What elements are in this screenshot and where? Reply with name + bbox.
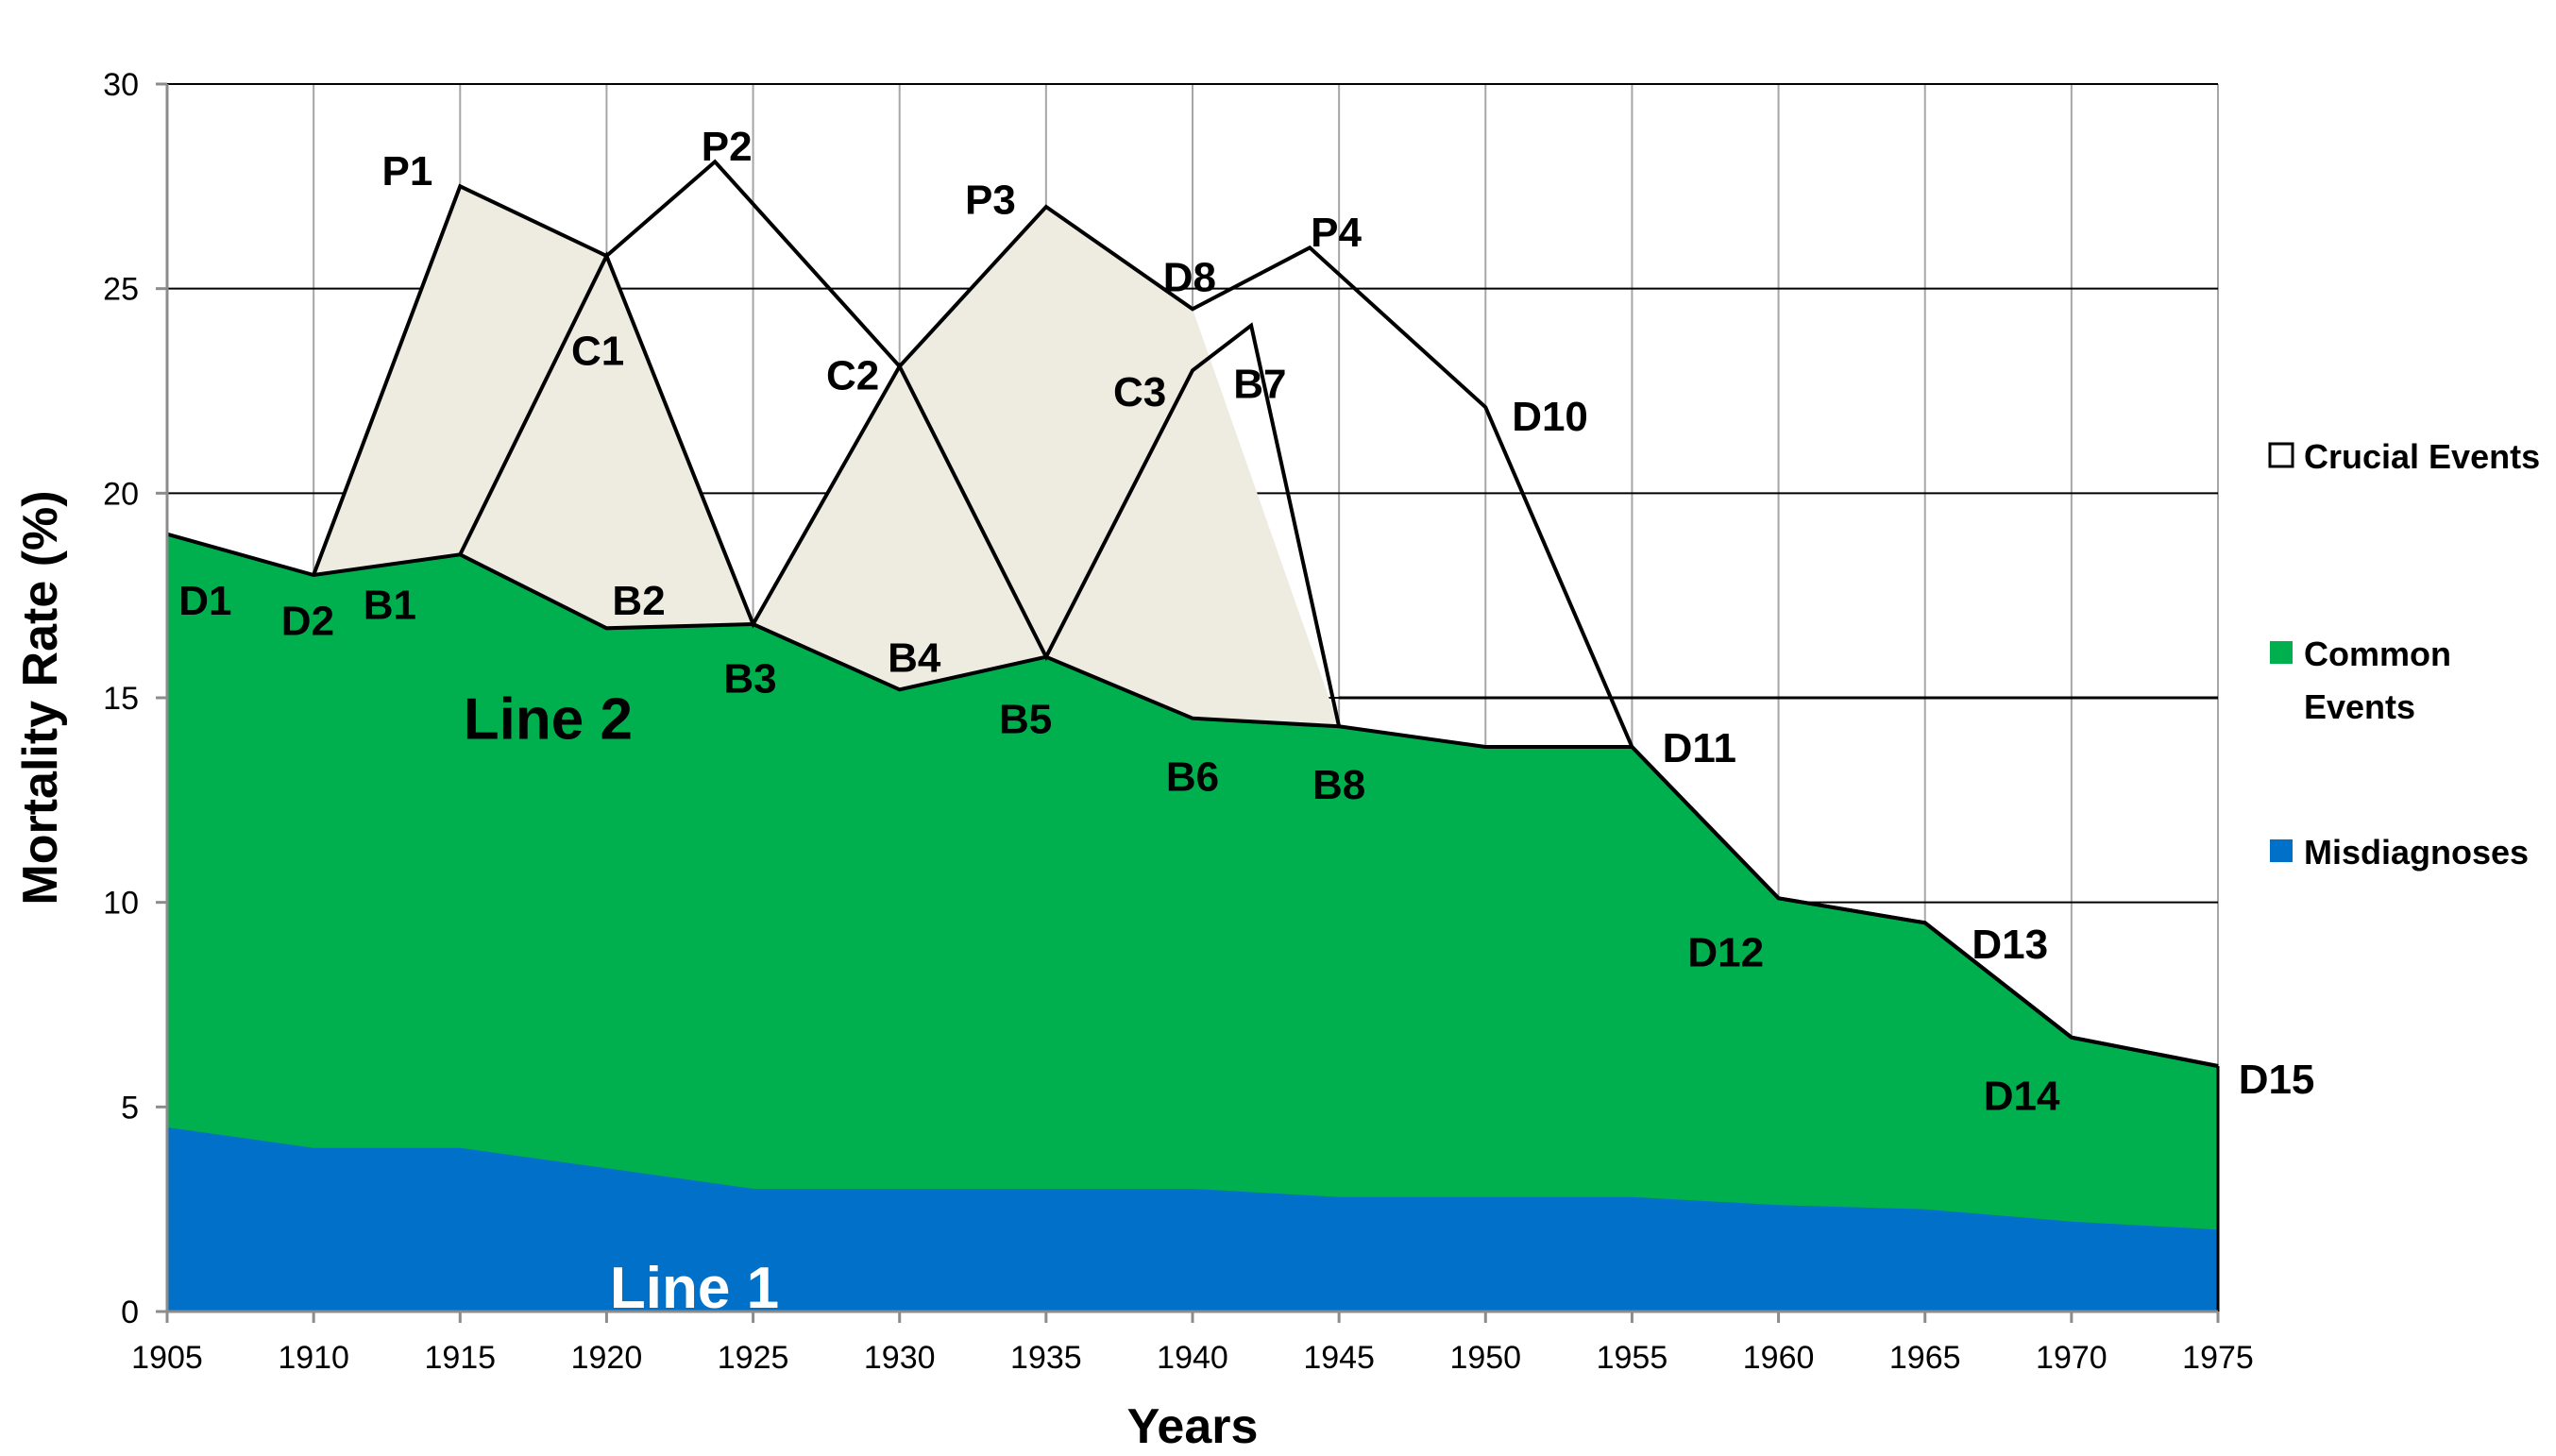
legend: Crucial Events Common Events Misdiagnoses — [2268, 437, 2540, 872]
point-label-B1: B1 — [364, 582, 416, 628]
x-tick-label-1955: 1955 — [1597, 1340, 1668, 1376]
x-tick-label-1905: 1905 — [131, 1340, 203, 1376]
legend-label-common-events-line1: Common — [2304, 635, 2451, 673]
y-tick-label-10: 10 — [103, 886, 139, 922]
point-label-D15: D15 — [2239, 1057, 2315, 1103]
x-tick-label-1940: 1940 — [1157, 1340, 1228, 1376]
x-tick-label-1935: 1935 — [1010, 1340, 1082, 1376]
y-tick-label-30: 30 — [103, 67, 139, 103]
point-label-D13: D13 — [1972, 922, 2048, 968]
area-misdiagnoses — [167, 1127, 2218, 1312]
x-tick-label-1925: 1925 — [718, 1340, 789, 1376]
y-tick-label-20: 20 — [103, 476, 139, 512]
point-label-B6: B6 — [1166, 753, 1219, 800]
point-label-P3: P3 — [965, 177, 1016, 223]
point-label-P1: P1 — [382, 148, 433, 195]
y-axis-title: Mortality Rate (%) — [13, 490, 68, 905]
tick-labels: 1905 1910 1915 1920 1925 1930 1935 1940 1945 1950… — [103, 67, 2254, 1376]
point-label-P2: P2 — [702, 124, 753, 170]
x-tick-label-1965: 1965 — [1889, 1340, 1961, 1376]
point-label-B4: B4 — [888, 635, 941, 682]
x-tick-label-1910: 1910 — [278, 1340, 349, 1376]
point-label-C1: C1 — [571, 329, 624, 375]
x-axis-title: Years — [1127, 1399, 1259, 1454]
area-fills — [167, 186, 2218, 1312]
crucial-upper-line — [312, 159, 1634, 748]
point-label-C2: C2 — [826, 353, 879, 399]
point-label-B7: B7 — [1233, 361, 1286, 407]
x-tick-label-1975: 1975 — [2182, 1340, 2254, 1376]
point-label-P4: P4 — [1311, 210, 1362, 256]
legend-label-common-events-line2: Events — [2304, 687, 2415, 726]
point-label-D8: D8 — [1163, 255, 1216, 301]
x-tick-label-1915: 1915 — [424, 1340, 496, 1376]
x-tick-label-1970: 1970 — [2036, 1340, 2107, 1376]
legend-swatch-2 — [2270, 839, 2293, 862]
legend-label-misdiagnoses: Misdiagnoses — [2304, 833, 2529, 872]
point-label-B3: B3 — [723, 655, 776, 702]
x-tick-label-1930: 1930 — [864, 1340, 936, 1376]
point-label-B5: B5 — [999, 697, 1052, 743]
y-tick-label-15: 15 — [103, 681, 139, 717]
line-label-line-2: Line 2 — [464, 687, 633, 753]
legend-label-crucial-events: Crucial Events — [2304, 437, 2540, 476]
x-tick-label-1945: 1945 — [1303, 1340, 1375, 1376]
area-crucial-events-2 — [753, 366, 1046, 690]
point-label-D12: D12 — [1687, 930, 1764, 976]
point-label-D2: D2 — [281, 599, 334, 645]
x-tick-label-1960: 1960 — [1743, 1340, 1815, 1376]
point-label-D1: D1 — [178, 578, 231, 624]
point-label-C3: C3 — [1113, 369, 1166, 415]
tail-line — [1630, 745, 2219, 1068]
area-common-events — [167, 533, 2218, 1312]
line-label-line-1: Line 1 — [610, 1256, 779, 1321]
x-tick-label-1920: 1920 — [571, 1340, 643, 1376]
y-tick-label-5: 5 — [121, 1090, 139, 1126]
point-label-D14: D14 — [1984, 1073, 2060, 1119]
crucial-inner-line — [458, 251, 1342, 727]
point-label-D10: D10 — [1512, 394, 1588, 440]
axes — [156, 82, 2220, 1323]
point-label-D11: D11 — [1663, 725, 1736, 771]
y-tick-label-25: 25 — [103, 272, 139, 308]
legend-swatch-1 — [2270, 641, 2293, 664]
point-labels: D1 D2 B1 P1 C1 B2 P2 B3 C2 B4 P3 B5 C3 D8 B6 B7 P4 B8 D10 D… — [178, 124, 2314, 1119]
point-label-B8: B8 — [1312, 762, 1365, 808]
y-tick-label-0: 0 — [121, 1295, 139, 1330]
outline-lines — [166, 159, 2220, 1312]
point-label-B2: B2 — [612, 578, 665, 624]
line-labels: Line 2 Line 1 — [464, 687, 779, 1321]
x-tick-label-1950: 1950 — [1449, 1340, 1521, 1376]
legend-swatch-0 — [2268, 442, 2294, 468]
area-crucial-events-3 — [899, 207, 1340, 727]
